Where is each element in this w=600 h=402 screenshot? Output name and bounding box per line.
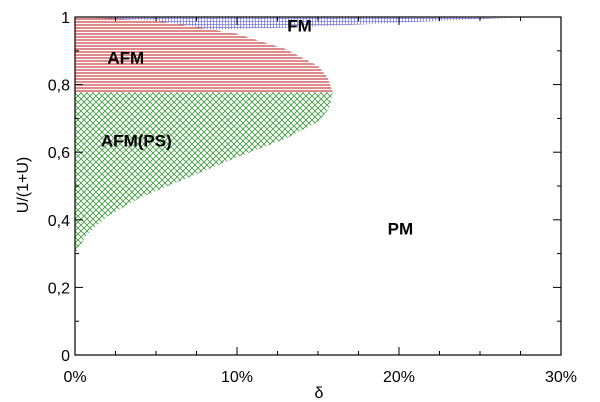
x-axis-title: δ (315, 385, 324, 402)
x-axis: 0% 10% 20% 30% (63, 17, 577, 386)
regions-layer (75, 17, 537, 254)
y-axis-title: U/(1+U) (15, 157, 32, 213)
y-axis: 0 0,2 0,4 0,6 0,8 1 (48, 10, 561, 365)
region-afm (75, 17, 333, 93)
y-tick-label: 1 (61, 10, 70, 27)
x-tick-label: 10% (221, 369, 253, 386)
region-label-pm: PM (388, 219, 414, 238)
x-tick-label: 0% (63, 369, 86, 386)
region-afm-ps (75, 92, 333, 254)
y-tick-label: 0,6 (48, 145, 70, 162)
y-tick-label: 0,8 (48, 78, 70, 95)
x-tick-label: 30% (545, 369, 577, 386)
y-tick-label: 0,4 (48, 213, 70, 230)
region-label-afm: AFM (107, 49, 144, 68)
y-tick-label: 0,2 (48, 280, 70, 297)
region-label-afm-ps: AFM(PS) (101, 131, 172, 150)
region-labels: FM AFM AFM(PS) PM (101, 16, 413, 238)
region-label-fm: FM (287, 16, 312, 35)
y-tick-label: 0 (61, 348, 70, 365)
x-tick-label: 20% (383, 369, 415, 386)
